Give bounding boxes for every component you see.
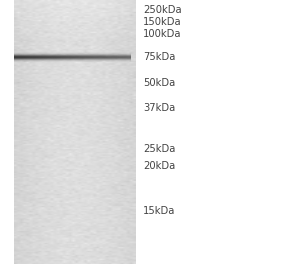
Text: 100kDa: 100kDa	[143, 29, 181, 39]
Text: 25kDa: 25kDa	[143, 144, 175, 154]
Text: 20kDa: 20kDa	[143, 161, 175, 171]
Text: 37kDa: 37kDa	[143, 103, 175, 113]
Text: 250kDa: 250kDa	[143, 5, 181, 15]
Text: 50kDa: 50kDa	[143, 78, 175, 88]
Text: 15kDa: 15kDa	[143, 206, 175, 216]
Text: 150kDa: 150kDa	[143, 17, 181, 27]
Text: 75kDa: 75kDa	[143, 52, 175, 62]
